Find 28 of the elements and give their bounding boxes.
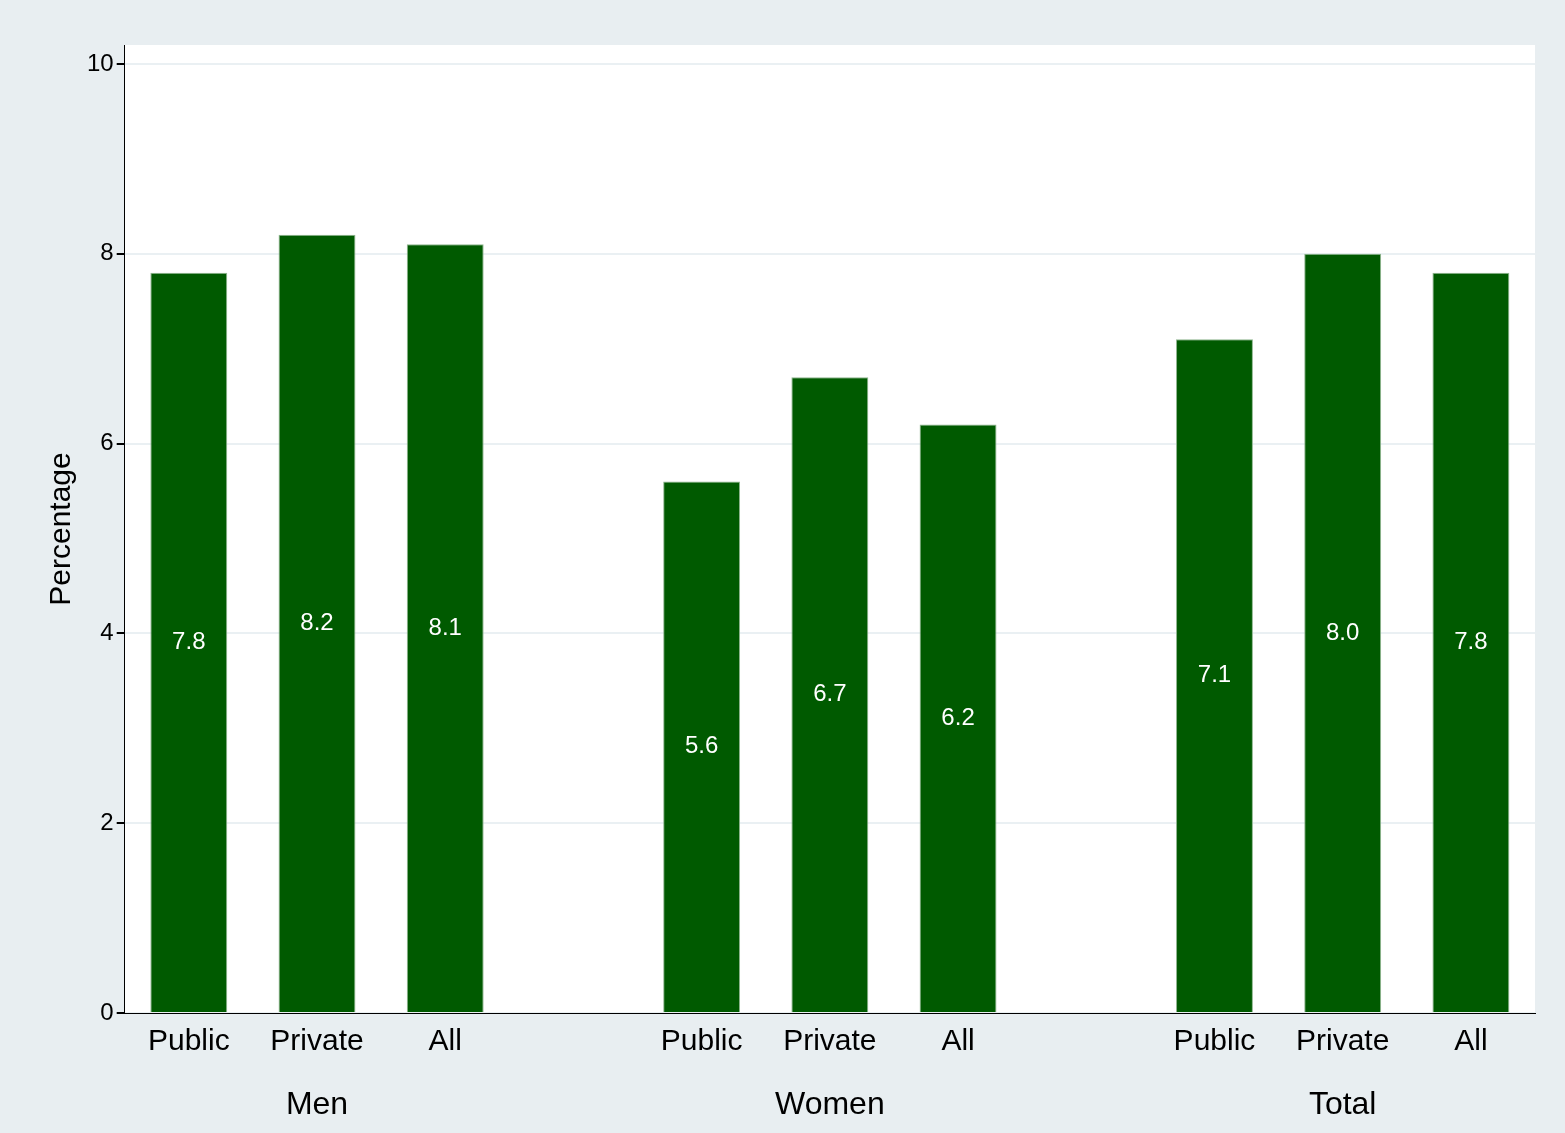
x-tick-label: All	[428, 1023, 462, 1057]
data-label: 8.0	[1326, 617, 1360, 645]
text: Total	[1308, 1084, 1377, 1121]
y-axis-title: Percentage	[43, 452, 77, 606]
x-tick-label: Public	[147, 1023, 230, 1057]
data-label: 7.8	[172, 627, 206, 655]
x-tick-label: Private	[783, 1023, 877, 1057]
x-tick-label: All	[941, 1023, 975, 1057]
data-label: 6.2	[941, 702, 975, 730]
x-tick-label: Public	[1173, 1023, 1256, 1057]
y-tick-label: 8	[100, 238, 114, 266]
y-tick-label: 0	[100, 997, 114, 1025]
data-label: 8.1	[428, 612, 462, 640]
y-tick-label: 10	[86, 48, 114, 76]
x-tick-label: Private	[1296, 1023, 1390, 1057]
data-label: 8.2	[300, 608, 334, 636]
text: Men	[285, 1084, 349, 1121]
y-tick-label: 2	[100, 807, 114, 835]
text: Women	[775, 1084, 885, 1121]
x-tick-label: Private	[270, 1023, 364, 1057]
x-tick-label: Public	[660, 1023, 743, 1057]
data-label: 6.7	[813, 679, 847, 707]
data-label: 5.6	[684, 731, 719, 759]
data-label: 7.8	[1454, 627, 1488, 655]
y-tick-label: 4	[100, 618, 114, 646]
y-tick-label: 6	[100, 428, 114, 456]
data-label: 7.1	[1197, 660, 1232, 688]
x-tick-label: All	[1454, 1023, 1488, 1057]
